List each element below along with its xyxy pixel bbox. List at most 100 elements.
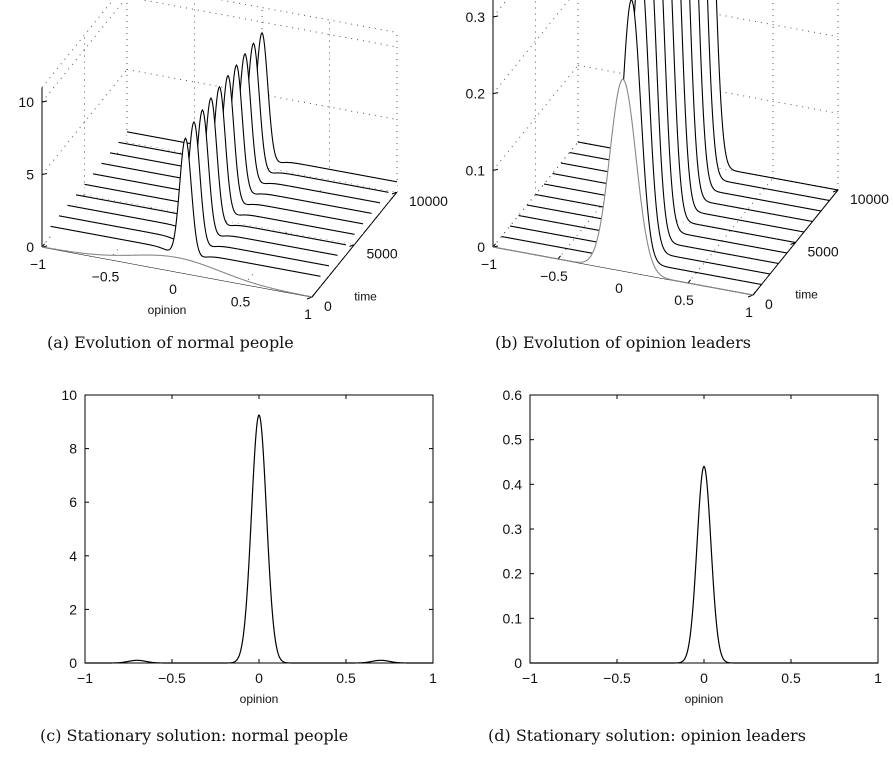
series-line — [501, 0, 762, 286]
x-tick-label: 0.5 — [231, 294, 251, 310]
y-tick-label: 0 — [324, 298, 332, 314]
z-tick-label: 0.3 — [466, 9, 486, 25]
series-fill — [93, 75, 363, 234]
plot-frame — [84, 394, 434, 664]
x-tick-label: 0 — [255, 670, 263, 686]
y-tick-label: 0.5 — [503, 432, 523, 448]
series-fill — [50, 138, 321, 287]
x-tick-label: 0.5 — [336, 670, 356, 686]
z-tick — [492, 168, 499, 171]
y-tick-label: 5000 — [367, 246, 398, 262]
grid-line — [140, 0, 398, 48]
series-fill — [59, 121, 329, 276]
grid-line — [218, 0, 398, 33]
chart-d-caption: (d) Stationary solution: opinion leaders — [488, 726, 806, 745]
series-line — [518, 0, 779, 265]
series-fill — [42, 246, 312, 297]
z-tick — [41, 100, 48, 103]
plot-frame — [529, 394, 879, 664]
y-tick-label: 10000 — [409, 193, 448, 209]
x-tick-label: 1 — [874, 670, 882, 686]
y-tick-label: 0.2 — [503, 566, 523, 582]
x-tick-label: −1 — [30, 256, 46, 272]
series-line — [530, 465, 878, 664]
series-line — [535, 0, 796, 244]
x-axis-label: opinion — [148, 303, 187, 317]
y-tick-label: 5000 — [808, 244, 839, 260]
series-line — [526, 0, 788, 254]
z-tick-label: 5 — [26, 167, 34, 183]
series-fill — [101, 65, 372, 224]
series-line — [67, 108, 338, 256]
z-tick — [492, 15, 499, 18]
grid-line — [126, 141, 398, 193]
y-tick-label: 6 — [69, 494, 77, 510]
series-line — [50, 137, 321, 277]
series-line — [543, 0, 805, 233]
grid-line — [84, 194, 355, 245]
chart-d-panel: −1 −0.5 0 0.5 1 0 0.1 0.2 0.3 0.4 0.5 0.6 opinion — [445, 385, 893, 710]
x-tick-label: 1 — [304, 306, 312, 322]
x-tick — [752, 291, 756, 296]
x-tick-label: −1 — [481, 256, 497, 272]
x-tick-label: 0 — [615, 280, 623, 296]
z-tick-label: 0 — [26, 239, 34, 255]
x-tick-label: 1 — [429, 670, 437, 686]
y-tick-label: 0 — [765, 296, 773, 312]
x-tick-label: 0 — [169, 281, 177, 297]
series-line — [101, 64, 372, 214]
series-fill — [110, 53, 380, 213]
z-tick — [41, 173, 48, 175]
x-axis-label: opinion — [685, 692, 724, 706]
y-tick — [391, 191, 398, 195]
x-tick-label: 0.5 — [781, 670, 801, 686]
x-tick — [557, 255, 561, 260]
series-fill — [493, 79, 753, 295]
series-line — [492, 78, 754, 296]
x-tick — [687, 279, 691, 284]
y-tick-label: 0.3 — [503, 521, 523, 537]
z-tick-label: 10 — [18, 94, 34, 110]
x-tick-label: −0.5 — [540, 268, 568, 284]
series-fill — [76, 98, 346, 255]
x-tick-label: 0.5 — [674, 292, 694, 308]
y-tick-label: 0 — [69, 655, 77, 671]
y-tick-label: 8 — [69, 441, 77, 457]
y-axis-label: time — [795, 287, 818, 301]
series-fill — [67, 110, 338, 266]
z-tick-label: 0 — [477, 239, 485, 255]
y-tick-label: 0.1 — [503, 610, 523, 626]
y-axis-label: time — [354, 289, 377, 303]
y-tick-label: 2 — [69, 601, 77, 617]
y-tick — [306, 296, 313, 300]
y-tick — [349, 244, 355, 247]
y-tick-label: 4 — [69, 548, 77, 564]
chart-c-panel: −1 −0.5 0 0.5 1 0 2 4 6 8 10 opinion — [0, 385, 440, 710]
chart-c-caption: (c) Stationary solution: normal people — [40, 726, 349, 745]
z-tick — [492, 92, 499, 95]
x-tick-label: −1 — [522, 670, 538, 686]
series-line — [118, 42, 389, 193]
x-tick-label: −0.5 — [92, 269, 120, 285]
x-tick-label: −1 — [77, 670, 93, 686]
z-tick-label: 0.1 — [466, 162, 486, 178]
y-tick-label: 0.4 — [503, 476, 523, 492]
chart-b-caption: (b) Evolution of opinion leaders — [495, 333, 751, 352]
grid-line — [126, 69, 398, 120]
series-line — [41, 246, 313, 298]
x-tick-label: −0.5 — [603, 670, 631, 686]
x-axis-label: opinion — [240, 692, 279, 706]
chart-a-panel: −1 −0.5 0 0.5 1 0 5000 10000 0 5 10 opinion time — [0, 0, 448, 322]
series-line — [109, 52, 381, 204]
y-tick-label: 10000 — [850, 191, 889, 207]
series-line — [509, 0, 771, 275]
series-fill — [84, 86, 355, 245]
series-line — [92, 74, 364, 225]
grid-line — [41, 0, 126, 103]
chart-a-caption: (a) Evolution of normal people — [47, 333, 294, 352]
x-tick — [311, 293, 315, 298]
series-line — [75, 96, 347, 246]
